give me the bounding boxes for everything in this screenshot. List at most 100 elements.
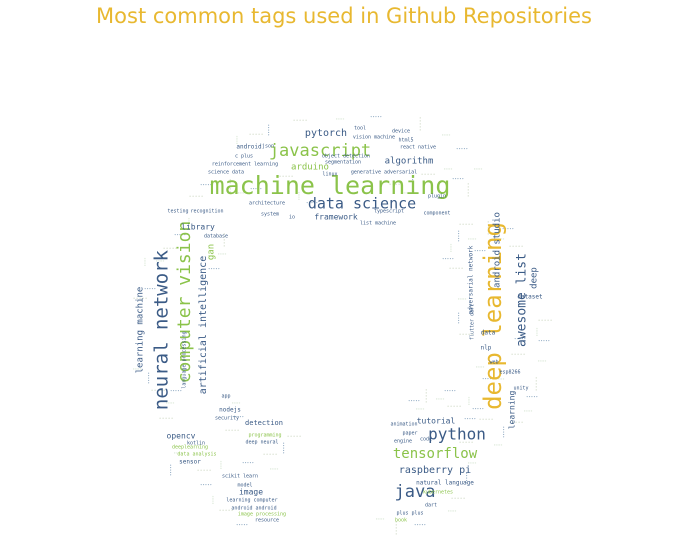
word-animation: animation <box>390 422 417 428</box>
filler-tag: ∙∙∙∙∙ <box>394 520 400 535</box>
word-json: json <box>262 144 274 150</box>
filler-tag: ∙∙∙∙∙ <box>188 194 203 200</box>
filler-tag: ∙∙∙∙∙ <box>523 409 532 413</box>
filler-tag: ∙∙∙∙∙ <box>200 182 212 187</box>
word-book: book <box>395 518 407 524</box>
filler-tag: ∙∙∙∙∙ <box>228 178 234 193</box>
word-generative-adversarial: generative adversarial <box>351 170 417 176</box>
filler-tag: ∙∙∙∙∙ <box>306 200 318 205</box>
filler-tag: ∙∙∙∙∙ <box>335 117 344 121</box>
filler-tag: ∙∙∙∙∙ <box>173 451 182 455</box>
word-dart: dart <box>425 503 437 509</box>
filler-tag: ∙∙∙∙∙ <box>456 312 461 324</box>
filler-tag: ∙∙∙∙∙ <box>456 230 461 242</box>
filler-tag: ∙∙∙∙∙ <box>250 186 262 191</box>
filler-tag: ∙∙∙∙∙ <box>187 217 191 226</box>
word-raspberry-pi: raspberry pi <box>399 465 471 476</box>
word-pytorch: pytorch <box>305 128 347 139</box>
word-kubernetes: kubernetes <box>423 490 453 496</box>
word-image-processing: image processing <box>238 512 286 518</box>
word-c-plus: c plus <box>235 154 253 160</box>
filler-tag: ∙∙∙∙∙ <box>237 191 246 195</box>
filler-tag: ∙∙∙∙∙ <box>415 407 424 411</box>
filler-tag: ∙∙∙∙∙ <box>502 226 514 231</box>
filler-tag: ∙∙∙∙∙ <box>435 397 444 401</box>
filler-tag: ∙∙∙∙∙ <box>208 266 220 271</box>
word-data-science: data science <box>308 195 416 213</box>
word-computer-vision: computer vision <box>174 221 195 384</box>
word-library: library <box>181 223 215 232</box>
word-programming: programming <box>248 433 281 439</box>
filler-tag: ∙∙∙∙∙ <box>443 167 452 171</box>
word-segmentation: segmentation <box>325 160 361 166</box>
filler-tag: ∙∙∙∙∙ <box>442 256 454 261</box>
word-data-analysis: data analysis <box>177 452 216 458</box>
filler-tag: ∙∙∙∙∙ <box>266 124 271 136</box>
word-paper: paper <box>402 431 417 437</box>
word-language-processing: language processing <box>182 331 188 388</box>
word-learning: learning <box>508 391 517 430</box>
filler-tag: ∙∙∙∙∙ <box>242 460 254 465</box>
filler-tag: ∙∙∙∙∙ <box>450 496 465 502</box>
filler-tag: ∙∙∙∙∙ <box>375 517 384 521</box>
filler-tag: ∙∙∙∙∙ <box>464 472 469 484</box>
word-scikit-learn: scikit learn <box>222 474 258 480</box>
filler-tag: ∙∙∙∙∙ <box>196 468 211 474</box>
word-natural-language: natural language <box>416 480 474 487</box>
filler-tag: ∙∙∙∙∙ <box>418 116 424 131</box>
filler-tag: ∙∙∙∙∙ <box>158 416 173 422</box>
filler-tag: ∙∙∙∙∙ <box>493 443 502 447</box>
filler-tag: ∙∙∙∙∙ <box>458 222 473 228</box>
filler-tag: ∙∙∙∙∙ <box>537 318 552 324</box>
filler-tag: ∙∙∙∙∙ <box>218 508 233 514</box>
filler-tag: ∙∙∙∙∙ <box>482 376 494 381</box>
word-science-data: science data <box>208 170 244 176</box>
word-python: python <box>428 425 486 444</box>
word-react-native: react native <box>400 145 436 151</box>
filler-tag: ∙∙∙∙∙ <box>269 467 278 471</box>
filler-tag: ∙∙∙∙∙ <box>495 237 504 241</box>
filler-tag: ∙∙∙∙∙ <box>401 191 410 195</box>
filler-tag: ∙∙∙∙∙ <box>475 365 484 369</box>
filler-tag: ∙∙∙∙∙ <box>170 388 182 393</box>
filler-tag: ∙∙∙∙∙ <box>501 426 506 438</box>
filler-tag: ∙∙∙∙∙ <box>458 332 473 338</box>
filler-tag: ∙∙∙∙∙ <box>457 297 466 301</box>
word-resource: resource <box>255 518 279 524</box>
word-adversarial-network: adversarial network <box>468 245 475 314</box>
word-algorithm: algorithm <box>385 157 434 167</box>
word-image: image <box>239 488 263 497</box>
filler-tag: ∙∙∙∙∙ <box>535 327 539 336</box>
filler-tag: ∙∙∙∙∙ <box>510 352 525 358</box>
word-detection: detection <box>245 419 283 427</box>
filler-tag: ∙∙∙∙∙ <box>292 118 307 124</box>
filler-tag: ∙∙∙∙∙ <box>456 146 468 151</box>
filler-tag: ∙∙∙∙∙ <box>538 338 550 343</box>
word-plus-plus: plus plus <box>396 511 423 517</box>
word-neural-network: neural network <box>151 249 173 410</box>
word-gan: gan <box>207 244 217 260</box>
word-opencv: opencv <box>167 432 196 441</box>
filler-tag: ∙∙∙∙∙ <box>514 336 526 341</box>
filler-tag: ∙∙∙∙∙ <box>537 359 546 363</box>
word-arduino: arduino <box>291 163 329 173</box>
filler-tag: ∙∙∙∙∙ <box>222 232 228 247</box>
word-awesome-list: awesome list <box>515 253 530 347</box>
filler-tag: ∙∙∙∙∙ <box>235 135 239 144</box>
word-kotlin: kotlin <box>187 441 205 447</box>
word-system: system <box>261 212 279 218</box>
word-reinforcement-learning: reinforcement learning <box>212 162 278 168</box>
filler-tag: ∙∙∙∙∙ <box>448 266 463 272</box>
word-data: data <box>481 330 496 337</box>
filler-tag: ∙∙∙∙∙ <box>211 495 215 504</box>
word-unity: unity <box>513 386 528 392</box>
word-security: security <box>215 416 239 422</box>
word-html5: html5 <box>398 138 413 144</box>
filler-tag: ∙∙∙∙∙ <box>155 259 164 263</box>
filler-tag: ∙∙∙∙∙ <box>144 286 156 291</box>
filler-tag: ∙∙∙∙∙ <box>474 248 486 253</box>
filler-tag: ∙∙∙∙∙ <box>286 434 301 440</box>
filler-tag: ∙∙∙∙∙ <box>444 388 456 393</box>
word-tensorflow: tensorflow <box>393 446 478 462</box>
